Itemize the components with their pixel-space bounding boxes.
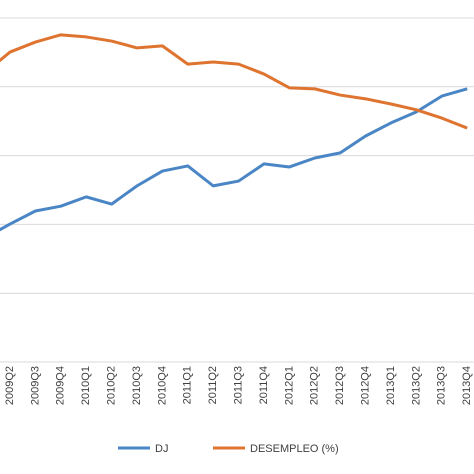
x-tick-label: 2012Q1 [283, 366, 295, 405]
x-tick-label: 2013Q2 [410, 366, 422, 405]
x-tick-label: 2013Q3 [436, 366, 448, 405]
x-tick-label: 2009Q2 [4, 366, 16, 405]
series-line [0, 87, 468, 232]
x-tick-label: 2011Q2 [207, 366, 219, 404]
x-tick-label: 2010Q4 [156, 366, 168, 405]
x-tick-label: 2010Q1 [80, 366, 92, 405]
x-tick-label: 2012Q2 [309, 366, 321, 405]
x-tick-label: 2013Q4 [461, 366, 473, 405]
x-tick-label: 2009Q4 [55, 366, 67, 405]
series-line [0, 33, 468, 130]
legend-label: DESEMPLEO (%) [250, 443, 339, 455]
x-tick-label: 2011Q4 [258, 366, 270, 404]
x-tick-label: 2013Q1 [385, 366, 397, 405]
x-tick-label: 2011Q3 [233, 366, 245, 404]
x-tick-label: 2009Q3 [29, 366, 41, 405]
legend-label: DJ [155, 443, 168, 455]
x-tick-label: 2011Q1 [182, 366, 194, 404]
x-tick-label: 2010Q2 [106, 366, 118, 405]
x-tick-label: 2012Q4 [360, 366, 372, 405]
x-tick-label: 2012Q3 [334, 366, 346, 405]
x-tick-label: 2010Q3 [131, 366, 143, 405]
